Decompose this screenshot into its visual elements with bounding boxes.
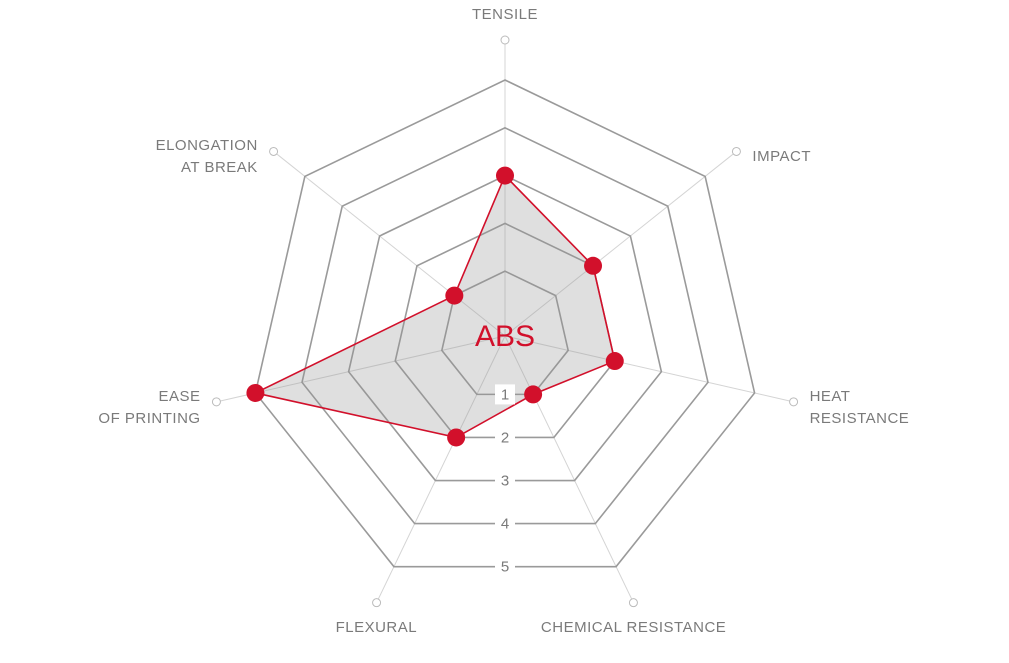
y-tick-label: 5 bbox=[501, 559, 509, 576]
axis-label: IMPACT bbox=[752, 148, 811, 166]
axis-end-marker bbox=[628, 598, 638, 608]
y-tick-label: 4 bbox=[501, 516, 509, 533]
y-tick-label: 1 bbox=[501, 386, 509, 403]
data-point bbox=[496, 166, 514, 185]
axis-end-marker bbox=[372, 598, 382, 608]
axis-line bbox=[504, 153, 734, 337]
data-area bbox=[253, 174, 616, 439]
y-tick-label: 3 bbox=[501, 472, 509, 489]
tick-label-bg bbox=[495, 427, 515, 448]
data-point bbox=[246, 383, 265, 402]
axis-line bbox=[220, 335, 506, 402]
axis-line bbox=[504, 335, 633, 600]
data-point bbox=[584, 256, 603, 275]
axis-end-marker bbox=[731, 146, 741, 156]
axis-label: FLEXURAL bbox=[335, 618, 418, 636]
tick-label-bg bbox=[495, 470, 515, 491]
axis-label: ELONGATION AT BREAK bbox=[155, 137, 258, 177]
y-tick-label: 2 bbox=[501, 429, 509, 446]
axis-end-marker bbox=[269, 146, 279, 156]
data-point bbox=[605, 352, 624, 371]
axis-line bbox=[504, 335, 790, 402]
axis-end-marker bbox=[500, 35, 510, 45]
data-point bbox=[524, 385, 543, 404]
axis-label: HEAT RESISTANCE bbox=[809, 387, 910, 427]
axis-label: EASE OF PRINTING bbox=[98, 387, 201, 427]
tick-label-bg bbox=[495, 513, 515, 534]
axis-label: CHEMICAL RESISTANCE bbox=[540, 618, 727, 636]
chart-title: ABS bbox=[475, 320, 535, 353]
axis-end-marker bbox=[789, 397, 799, 407]
data-point bbox=[445, 286, 464, 305]
axis-line bbox=[276, 153, 506, 337]
axis-line bbox=[377, 335, 506, 600]
tick-label-bg bbox=[495, 556, 515, 577]
data-point bbox=[447, 428, 466, 447]
axis-end-marker bbox=[211, 397, 221, 407]
tick-label-bg bbox=[495, 384, 515, 405]
axis-label: TENSILE bbox=[472, 6, 539, 23]
